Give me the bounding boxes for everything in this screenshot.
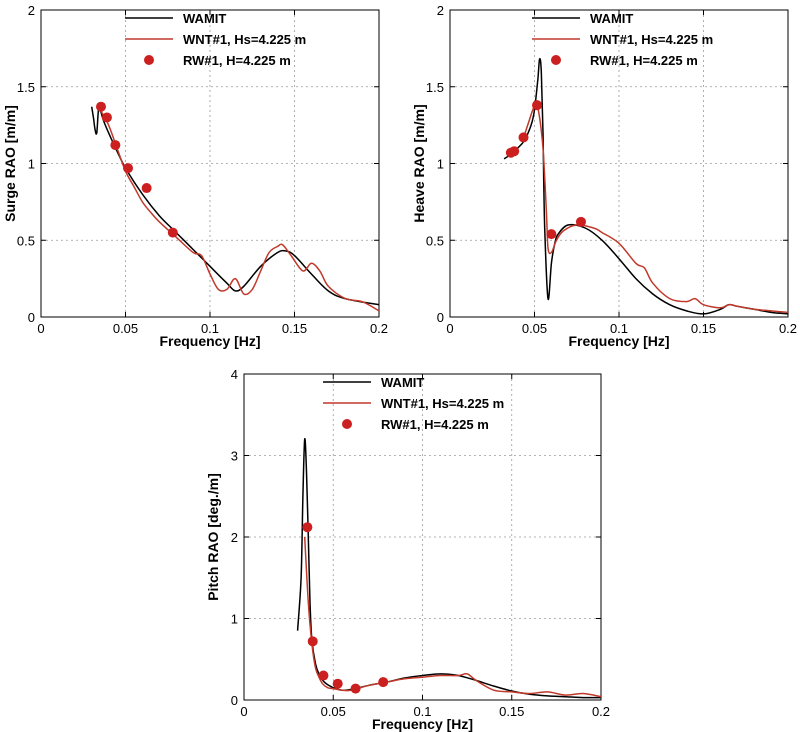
y-tick-label: 4 — [231, 367, 238, 382]
series-group — [90, 101, 379, 312]
legend-marker-2 — [551, 55, 561, 65]
y-tick-label: 0 — [437, 310, 444, 325]
x-tick-label: 0.2 — [592, 704, 610, 719]
series-line-1 — [521, 101, 788, 314]
y-axis-title: Surge RAO [m/m] — [2, 105, 18, 222]
y-tick-label: 0.5 — [17, 233, 35, 248]
data-point — [95, 101, 106, 112]
x-tick-label: 0.1 — [201, 321, 219, 336]
y-tick-label: 2 — [231, 530, 238, 545]
x-tick-label: 0.15 — [499, 704, 524, 719]
series-group — [296, 438, 601, 699]
data-point — [307, 636, 318, 647]
x-tick-label: 0.15 — [691, 321, 716, 336]
series-line-0 — [296, 438, 601, 699]
x-tick-label: 0 — [446, 321, 453, 336]
y-tick-label: 2 — [28, 3, 35, 18]
x-tick-label: 0.05 — [522, 321, 547, 336]
y-tick-label: 0.5 — [426, 233, 444, 248]
series-line-0 — [90, 106, 379, 306]
y-tick-label: 1 — [437, 157, 444, 172]
data-point — [101, 112, 112, 123]
x-tick-label: 0 — [37, 321, 44, 336]
data-point — [518, 132, 529, 143]
legend-label-1: WNT#1, Hs=4.225 m — [183, 32, 306, 47]
y-tick-label: 1 — [231, 612, 238, 627]
chart-heave-rao: 0 0.05 0.1 0.15 0.2 0 0.5 1 1.5 2 Frequency [Hz] He… — [411, 3, 797, 349]
legend-label-2: RW#1, H=4.225 m — [183, 53, 291, 68]
x-tick-label: 0.15 — [282, 321, 307, 336]
x-tick-label: 0.2 — [779, 321, 797, 336]
data-point — [332, 678, 343, 689]
x-tick-label: 0.05 — [321, 704, 346, 719]
legend-marker-2 — [144, 55, 154, 65]
y-tick-label: 0 — [231, 693, 238, 708]
y-tick-label: 0 — [28, 310, 35, 325]
legend-label-2: RW#1, H=4.225 m — [590, 53, 698, 68]
chart-surge-rao: 0 0.05 0.1 0.15 0.2 0 0.5 1 1.5 2 Frequency [Hz] Su… — [2, 3, 388, 349]
data-point — [123, 163, 134, 174]
chart-pitch-rao: 0 0.05 0.1 0.15 0.2 0 1 2 3 4 Frequency [Hz] Pitch … — [205, 367, 610, 732]
y-tick-label: 1.5 — [426, 80, 444, 95]
series-line-0 — [503, 57, 788, 315]
legend-label-0: WAMIT — [183, 11, 226, 26]
series-line-1 — [99, 109, 379, 312]
data-point — [318, 670, 329, 681]
x-tick-label: 0.1 — [413, 704, 431, 719]
legend-label-1: WNT#1, Hs=4.225 m — [381, 396, 504, 411]
data-point — [509, 146, 520, 157]
legend-label-0: WAMIT — [590, 11, 633, 26]
x-tick-label: 0.05 — [113, 321, 138, 336]
data-point — [350, 683, 361, 694]
y-axis-title: Heave RAO [m/m] — [411, 104, 427, 222]
y-tick-label: 1.5 — [17, 80, 35, 95]
data-point — [546, 229, 557, 240]
data-point — [532, 100, 543, 111]
y-tick-label: 2 — [437, 3, 444, 18]
data-point — [575, 216, 586, 227]
x-axis-title: Frequency [Hz] — [372, 716, 473, 732]
legend-label-0: WAMIT — [381, 375, 424, 390]
x-tick-label: 0.2 — [370, 321, 388, 336]
y-tick-label: 3 — [231, 449, 238, 464]
data-point — [167, 227, 178, 238]
y-axis-title: Pitch RAO [deg./m] — [205, 473, 221, 601]
x-tick-label: 0 — [240, 704, 247, 719]
data-point — [378, 677, 389, 688]
data-point — [110, 140, 121, 151]
x-tick-label: 0.1 — [610, 321, 628, 336]
data-point — [141, 183, 152, 194]
x-axis-title: Frequency [Hz] — [159, 333, 260, 349]
series-group — [503, 57, 788, 315]
y-tick-label: 1 — [28, 157, 35, 172]
legend-label-2: RW#1, H=4.225 m — [381, 417, 489, 432]
series-line-1 — [303, 536, 601, 698]
data-point — [302, 522, 313, 533]
legend-marker-2 — [342, 419, 352, 429]
legend-label-1: WNT#1, Hs=4.225 m — [590, 32, 713, 47]
x-axis-title: Frequency [Hz] — [568, 333, 669, 349]
